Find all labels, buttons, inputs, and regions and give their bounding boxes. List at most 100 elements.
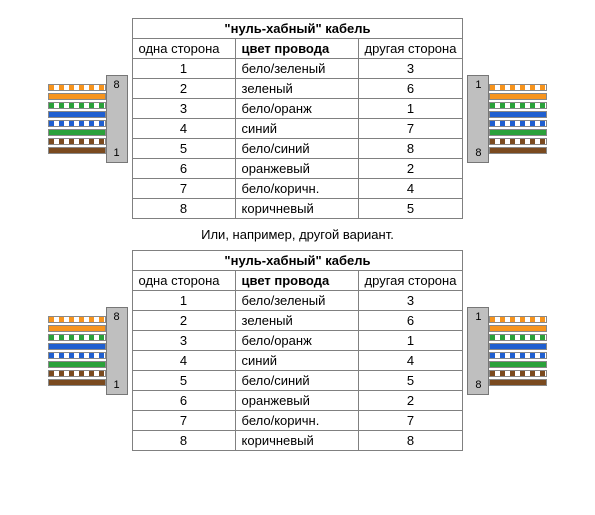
wire [489, 138, 547, 145]
wire [489, 84, 547, 91]
table-row: 2зеленый6 [132, 79, 463, 99]
column-header: другая сторона [358, 39, 463, 59]
pinout-panel: 81"нуль-хабный" кабельодна сторонацвет п… [0, 18, 595, 219]
wire [48, 379, 106, 386]
cell-side-b: 2 [358, 391, 463, 411]
cell-side-b: 6 [358, 311, 463, 331]
cell-side-a: 8 [132, 431, 235, 451]
cell-wire-color: оранжевый [235, 159, 358, 179]
rj45-connector: 18 [467, 75, 489, 163]
wire [48, 343, 106, 350]
pinout-table: "нуль-хабный" кабельодна сторонацвет про… [132, 250, 464, 451]
pin-label: 1 [475, 79, 481, 91]
cell-side-a: 1 [132, 59, 235, 79]
wire [48, 325, 106, 332]
cell-side-a: 6 [132, 391, 235, 411]
table-row: 7бело/коричн.7 [132, 411, 463, 431]
rj45-connector: 18 [467, 307, 489, 395]
wire [489, 147, 547, 154]
wire [489, 111, 547, 118]
cell-wire-color: коричневый [235, 199, 358, 219]
wire [489, 129, 547, 136]
cell-side-a: 4 [132, 119, 235, 139]
cell-side-b: 2 [358, 159, 463, 179]
cell-wire-color: коричневый [235, 431, 358, 451]
cell-wire-color: бело/коричн. [235, 179, 358, 199]
wire [48, 102, 106, 109]
wire [48, 370, 106, 377]
cell-side-a: 4 [132, 351, 235, 371]
rj45-connector: 81 [106, 75, 128, 163]
wire [489, 379, 547, 386]
cell-side-a: 3 [132, 99, 235, 119]
wire [489, 370, 547, 377]
table-row: 6оранжевый2 [132, 159, 463, 179]
cell-side-b: 8 [358, 431, 463, 451]
table-title: "нуль-хабный" кабель [132, 19, 463, 39]
pin-label: 1 [113, 379, 119, 391]
table-title: "нуль-хабный" кабель [132, 251, 463, 271]
cell-side-b: 6 [358, 79, 463, 99]
cell-wire-color: бело/зеленый [235, 291, 358, 311]
wire [48, 352, 106, 359]
table-row: 7бело/коричн.4 [132, 179, 463, 199]
pin-label: 8 [475, 147, 481, 159]
cell-side-a: 2 [132, 79, 235, 99]
wire-bundle [489, 84, 547, 154]
cell-side-a: 3 [132, 331, 235, 351]
table-row: 8коричневый8 [132, 431, 463, 451]
wire [489, 120, 547, 127]
cell-side-a: 5 [132, 371, 235, 391]
cell-side-a: 6 [132, 159, 235, 179]
wire [48, 129, 106, 136]
pinout-panel: 81"нуль-хабный" кабельодна сторонацвет п… [0, 250, 595, 451]
column-header: другая сторона [358, 271, 463, 291]
cell-side-b: 4 [358, 351, 463, 371]
wire-bundle [48, 84, 106, 154]
cell-side-b: 7 [358, 411, 463, 431]
cable-right: 18 [467, 307, 547, 395]
cable-left: 81 [48, 75, 128, 163]
cell-wire-color: бело/зеленый [235, 59, 358, 79]
wire [489, 334, 547, 341]
table-row: 4синий7 [132, 119, 463, 139]
wire [489, 316, 547, 323]
cell-side-b: 1 [358, 331, 463, 351]
wire-bundle [48, 316, 106, 386]
table-row: 3бело/оранж1 [132, 99, 463, 119]
cell-side-b: 8 [358, 139, 463, 159]
wire [48, 316, 106, 323]
cell-wire-color: бело/оранж [235, 99, 358, 119]
cell-wire-color: зеленый [235, 79, 358, 99]
column-header: одна сторона [132, 271, 235, 291]
cell-wire-color: синий [235, 351, 358, 371]
table-row: 4синий4 [132, 351, 463, 371]
cell-wire-color: бело/синий [235, 139, 358, 159]
cell-wire-color: оранжевый [235, 391, 358, 411]
cell-side-a: 8 [132, 199, 235, 219]
wire [489, 325, 547, 332]
rj45-connector: 81 [106, 307, 128, 395]
cell-wire-color: синий [235, 119, 358, 139]
table-row: 5бело/синий8 [132, 139, 463, 159]
table-row: 8коричневый5 [132, 199, 463, 219]
cell-side-b: 3 [358, 291, 463, 311]
cable-right: 18 [467, 75, 547, 163]
wire [489, 352, 547, 359]
wire-bundle [489, 316, 547, 386]
table-row: 3бело/оранж1 [132, 331, 463, 351]
pin-label: 8 [113, 311, 119, 323]
cable-left: 81 [48, 307, 128, 395]
pin-label: 8 [113, 79, 119, 91]
wire [48, 120, 106, 127]
wire [48, 361, 106, 368]
cell-side-b: 4 [358, 179, 463, 199]
wire [48, 334, 106, 341]
column-header: цвет провода [235, 39, 358, 59]
table-row: 6оранжевый2 [132, 391, 463, 411]
wire [489, 361, 547, 368]
table-row: 1бело/зеленый3 [132, 59, 463, 79]
variant-caption: Или, например, другой вариант. [0, 227, 595, 242]
wire [48, 93, 106, 100]
cell-side-a: 5 [132, 139, 235, 159]
